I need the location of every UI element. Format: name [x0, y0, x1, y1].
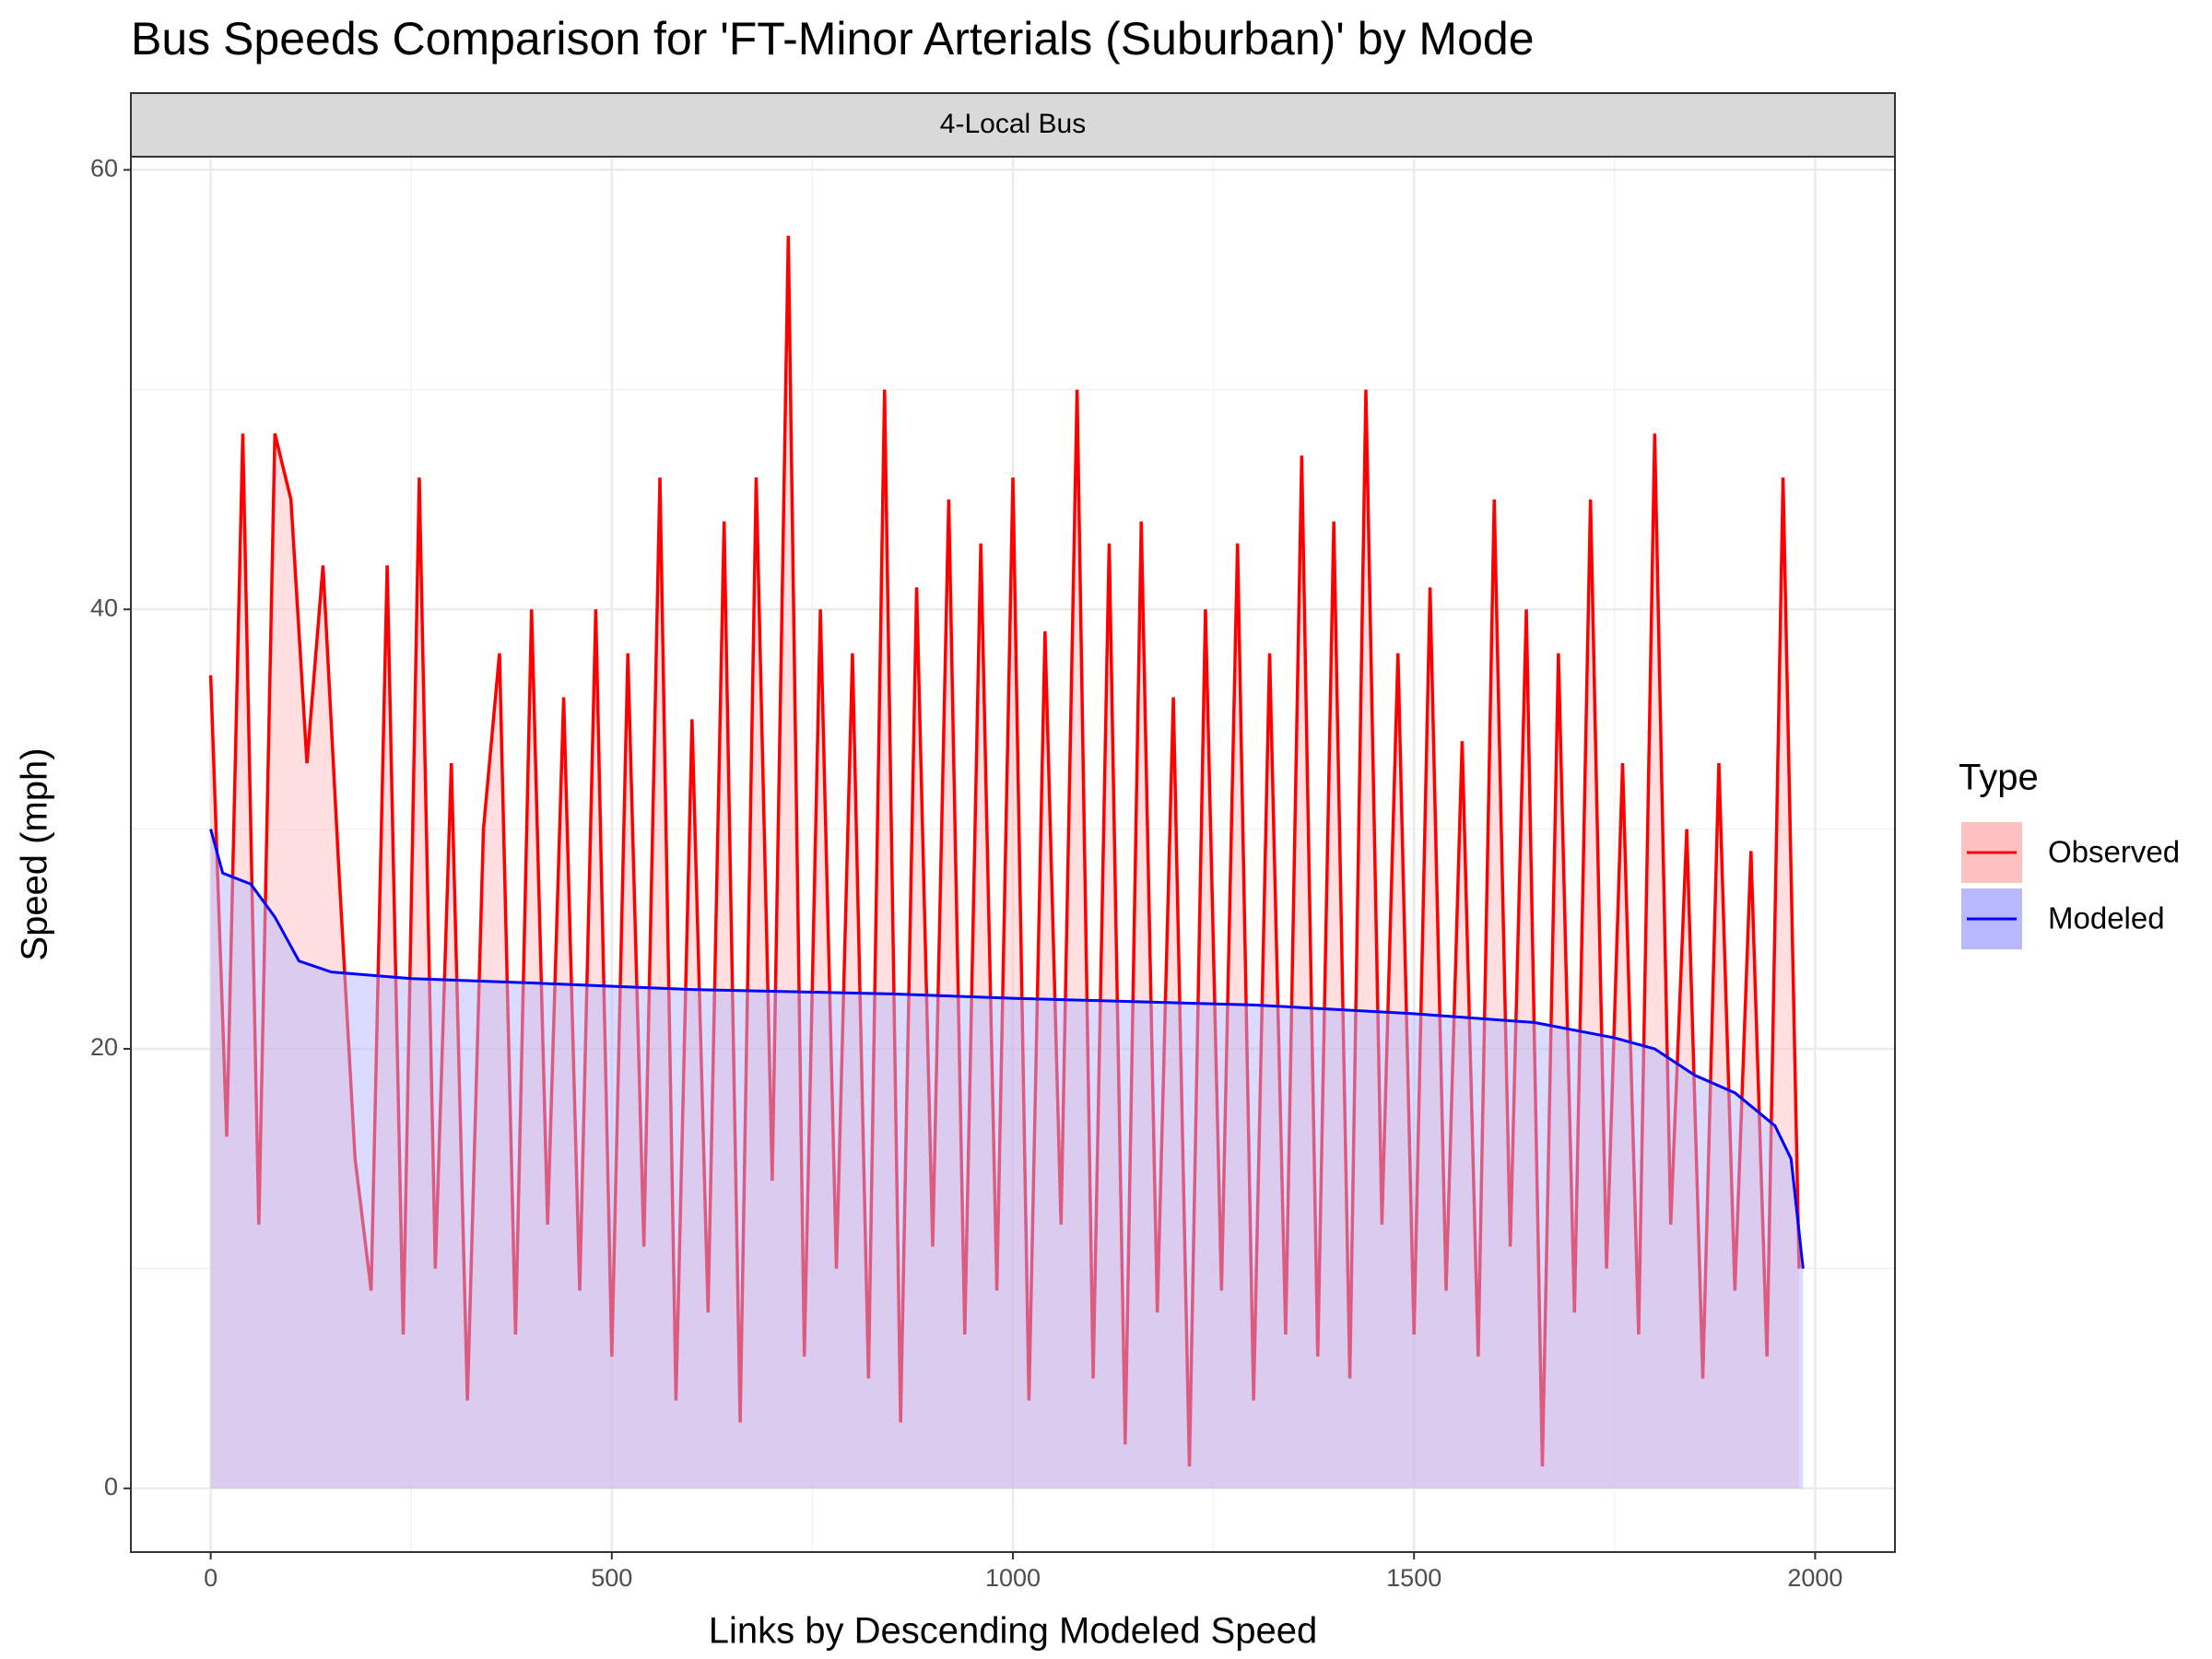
series-line: [209, 829, 1805, 1269]
facet-strip: [130, 92, 1896, 158]
legend-label: Observed: [2048, 835, 2180, 869]
legend-title: Type: [1959, 758, 2039, 798]
x-tick-label: 500: [591, 1564, 632, 1592]
y-tick-label: 60: [90, 154, 118, 182]
y-axis-title: Speed (mph): [15, 747, 55, 960]
facet-label: 4-Local Bus: [940, 109, 1086, 139]
x-tick-label: 2000: [1787, 1564, 1842, 1592]
series-area: [210, 829, 1804, 1488]
panel-border: [130, 156, 1896, 1553]
y-tick-label: 0: [104, 1473, 118, 1500]
chart-title: Bus Speeds Comparison for 'FT-Minor Arte…: [131, 13, 1535, 65]
x-tick-label: 0: [204, 1564, 218, 1592]
y-tick-label: 40: [90, 594, 118, 621]
legend-label: Modeled: [2048, 901, 2165, 935]
y-tick-label: 20: [90, 1033, 118, 1061]
x-tick-label: 1000: [985, 1564, 1041, 1592]
x-axis-title: Links by Descending Modeled Speed: [709, 1611, 1317, 1652]
x-tick-label: 1500: [1386, 1564, 1441, 1592]
